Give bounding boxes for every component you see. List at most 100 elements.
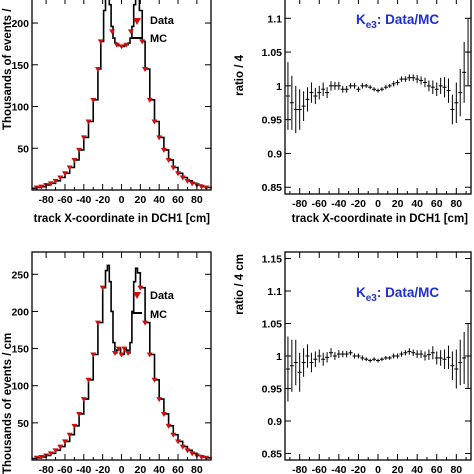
plot-frame <box>284 251 472 461</box>
data-point <box>66 432 73 438</box>
data-point <box>156 397 163 403</box>
data-point <box>139 39 146 45</box>
data-point <box>97 39 104 45</box>
y-tick-label: 1.15 <box>262 254 283 266</box>
x-tick-label: 80 <box>450 464 462 474</box>
y-tick-label: 1.1 <box>267 286 282 298</box>
x-tick-label: 40 <box>411 464 423 474</box>
legend-data-label: Data <box>150 15 175 27</box>
tick-layer: -80 -60 -40 -20 0 20 40 60 80 0.85 0.9 0.95 1 1.05 1.1 <box>262 0 471 210</box>
data-point <box>137 285 144 291</box>
y-tick-label: 250 <box>11 269 29 281</box>
series-layer <box>32 0 212 191</box>
x-tick-label: -20 <box>95 194 110 206</box>
data-point <box>109 29 116 35</box>
legend: Data MC <box>132 15 175 45</box>
data-point <box>66 165 73 171</box>
data-point <box>142 320 149 326</box>
data-point <box>160 147 167 153</box>
data-point <box>179 444 186 450</box>
data-point <box>94 66 101 72</box>
series-layer <box>285 323 471 402</box>
plot-frame <box>31 0 212 191</box>
data-point <box>151 377 158 383</box>
data-point <box>123 42 130 48</box>
data-point <box>85 377 92 383</box>
data-point <box>127 29 134 35</box>
y-tick-label: 200 <box>11 306 29 318</box>
data-point <box>160 411 167 417</box>
x-tick-label: 60 <box>431 198 443 210</box>
x-tick-label: 80 <box>191 464 203 474</box>
x-tick-label: -80 <box>292 198 307 210</box>
legend-mc-label: MC <box>150 33 167 45</box>
y-tick-label: 1 <box>276 351 282 363</box>
y-tick-label: 1.05 <box>262 47 283 59</box>
data-point <box>90 352 97 358</box>
x-axis-title: track X-coordinate in DCH1 [cm] <box>292 213 469 225</box>
data-point <box>146 97 153 103</box>
x-tick-label: 0 <box>375 198 381 210</box>
x-tick-label: 40 <box>411 198 423 210</box>
x-tick-label: 60 <box>172 194 184 206</box>
x-tick-label: -20 <box>95 464 110 474</box>
panel-bottom-left: -80 -60 -40 -20 0 20 40 60 80 50 100 150 200 250 Data… <box>2 251 212 474</box>
y-tick-label: 100 <box>11 102 29 114</box>
data-point <box>175 171 182 177</box>
x-tick-label: 40 <box>153 464 165 474</box>
x-tick-label: -60 <box>57 464 72 474</box>
x-tick-label: 20 <box>392 198 404 210</box>
x-tick-label: -40 <box>331 464 346 474</box>
x-tick-label: -20 <box>351 464 366 474</box>
x-tick-label: 20 <box>392 464 404 474</box>
data-point <box>61 171 68 177</box>
panel-top-left: -80 -60 -40 -20 0 20 40 60 80 50 100 150 200 Data MC… <box>2 0 212 225</box>
x-tick-label: 60 <box>172 464 184 474</box>
data-point <box>38 184 45 190</box>
data-point <box>184 178 191 184</box>
tick-layer: -80 -60 -40 -20 0 20 40 60 80 50 100 150 200 <box>11 0 211 206</box>
data-point <box>71 157 78 163</box>
data-point <box>121 346 128 352</box>
x-tick-label: 0 <box>375 464 381 474</box>
y-tick-label: 0.9 <box>267 148 282 160</box>
data-point <box>165 423 172 429</box>
plot-frame <box>284 0 472 195</box>
data-point <box>142 66 149 72</box>
data-point <box>118 44 125 50</box>
mc-histogram-line <box>32 0 212 190</box>
x-tick-label: -60 <box>57 194 72 206</box>
data-point <box>165 157 172 163</box>
y-tick-label: 1.05 <box>262 319 283 331</box>
data-point <box>99 285 106 291</box>
y-tick-label: 50 <box>17 418 29 430</box>
data-point <box>47 181 54 187</box>
data-point <box>184 448 191 454</box>
x-tick-label: 0 <box>119 464 125 474</box>
data-point <box>52 178 59 184</box>
y-tick-label: 0.95 <box>262 115 283 127</box>
data-point <box>80 397 87 403</box>
legend-mc-label: MC <box>150 309 167 321</box>
data-point <box>47 451 54 457</box>
x-tick-label: 60 <box>431 464 443 474</box>
data-point <box>90 97 97 103</box>
y-tick-label: 0.85 <box>262 182 283 194</box>
data-point <box>94 320 101 326</box>
data-point <box>71 423 78 429</box>
data-point <box>57 175 64 181</box>
x-tick-label: -40 <box>331 198 346 210</box>
data-point <box>151 119 158 125</box>
data-point <box>113 42 120 48</box>
x-axis-title: track X-coordinate in DCH1 [cm] <box>34 213 211 225</box>
data-point <box>146 352 153 358</box>
legend: Data MC <box>132 290 175 321</box>
mc-histogram-line <box>32 264 212 460</box>
x-tick-label: 0 <box>119 194 125 206</box>
data-point <box>61 439 68 445</box>
data-point <box>115 346 122 352</box>
x-tick-label: -80 <box>39 464 54 474</box>
series-layer <box>285 18 471 134</box>
data-point <box>189 451 196 457</box>
